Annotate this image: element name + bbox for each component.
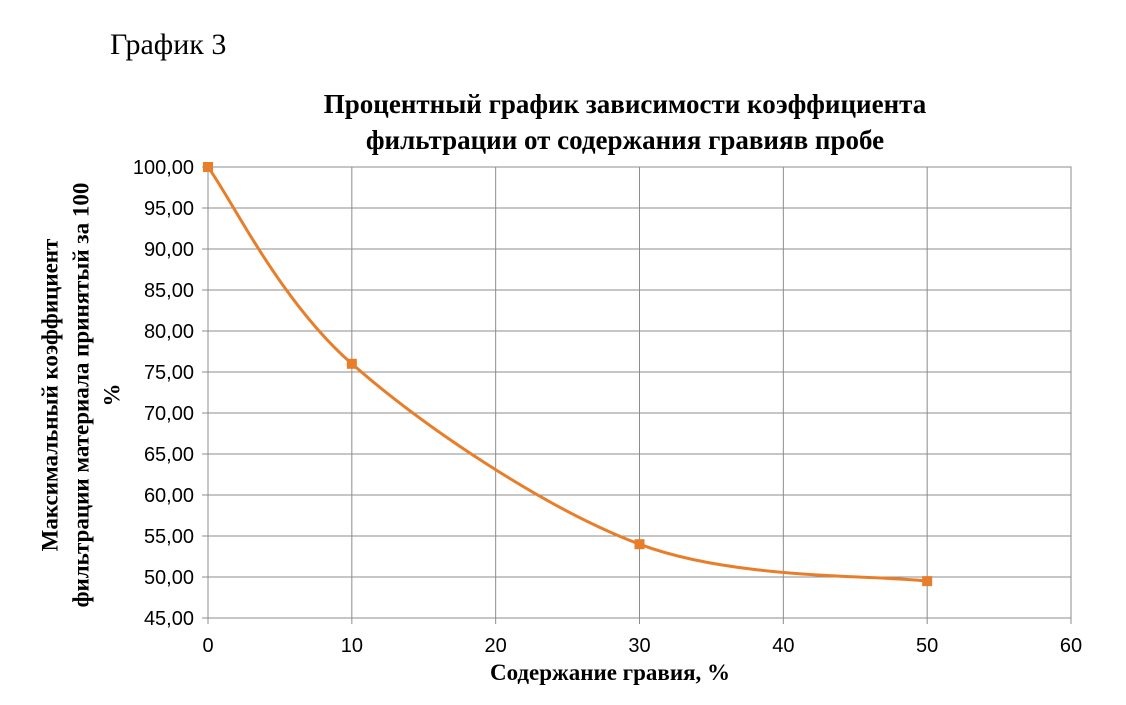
y-tick-label: 75,00 <box>144 362 194 384</box>
y-tick-label: 90,00 <box>144 239 194 261</box>
x-tick-label: 0 <box>202 635 213 657</box>
x-tick-label: 40 <box>772 635 794 657</box>
data-point <box>634 539 645 550</box>
y-tick-label: 85,00 <box>144 280 194 302</box>
y-tick-label: 65,00 <box>144 444 194 466</box>
chart-title: Процентный график зависимости коэффициен… <box>250 86 1000 158</box>
y-tick-label: 70,00 <box>144 403 194 425</box>
x-tick-label: 20 <box>485 635 507 657</box>
data-point <box>346 358 357 369</box>
data-point <box>922 576 933 587</box>
chart-title-line-2: фильтрации от содержания гравияв пробе <box>365 125 885 155</box>
y-tick-label: 45,00 <box>144 608 194 630</box>
x-tick-label: 10 <box>341 635 363 657</box>
y-tick-label: 55,00 <box>144 526 194 548</box>
chart-title-line-1: Процентный график зависимости коэффициен… <box>323 89 927 119</box>
series-line <box>206 166 928 583</box>
y-tick-label: 50,00 <box>144 567 194 589</box>
x-tick-label: 30 <box>628 635 650 657</box>
y-tick-label: 80,00 <box>144 321 194 343</box>
figure-caption: График 3 <box>110 28 227 61</box>
x-axis-label: Содержание гравия, % <box>489 660 731 685</box>
data-point <box>203 162 213 172</box>
y-tick-label: 100,00 <box>133 157 194 179</box>
y-tick-label: 95,00 <box>144 198 194 220</box>
x-tick-label: 50 <box>916 635 938 657</box>
y-tick-label: 60,00 <box>144 485 194 507</box>
x-tick-label: 60 <box>1060 635 1082 657</box>
